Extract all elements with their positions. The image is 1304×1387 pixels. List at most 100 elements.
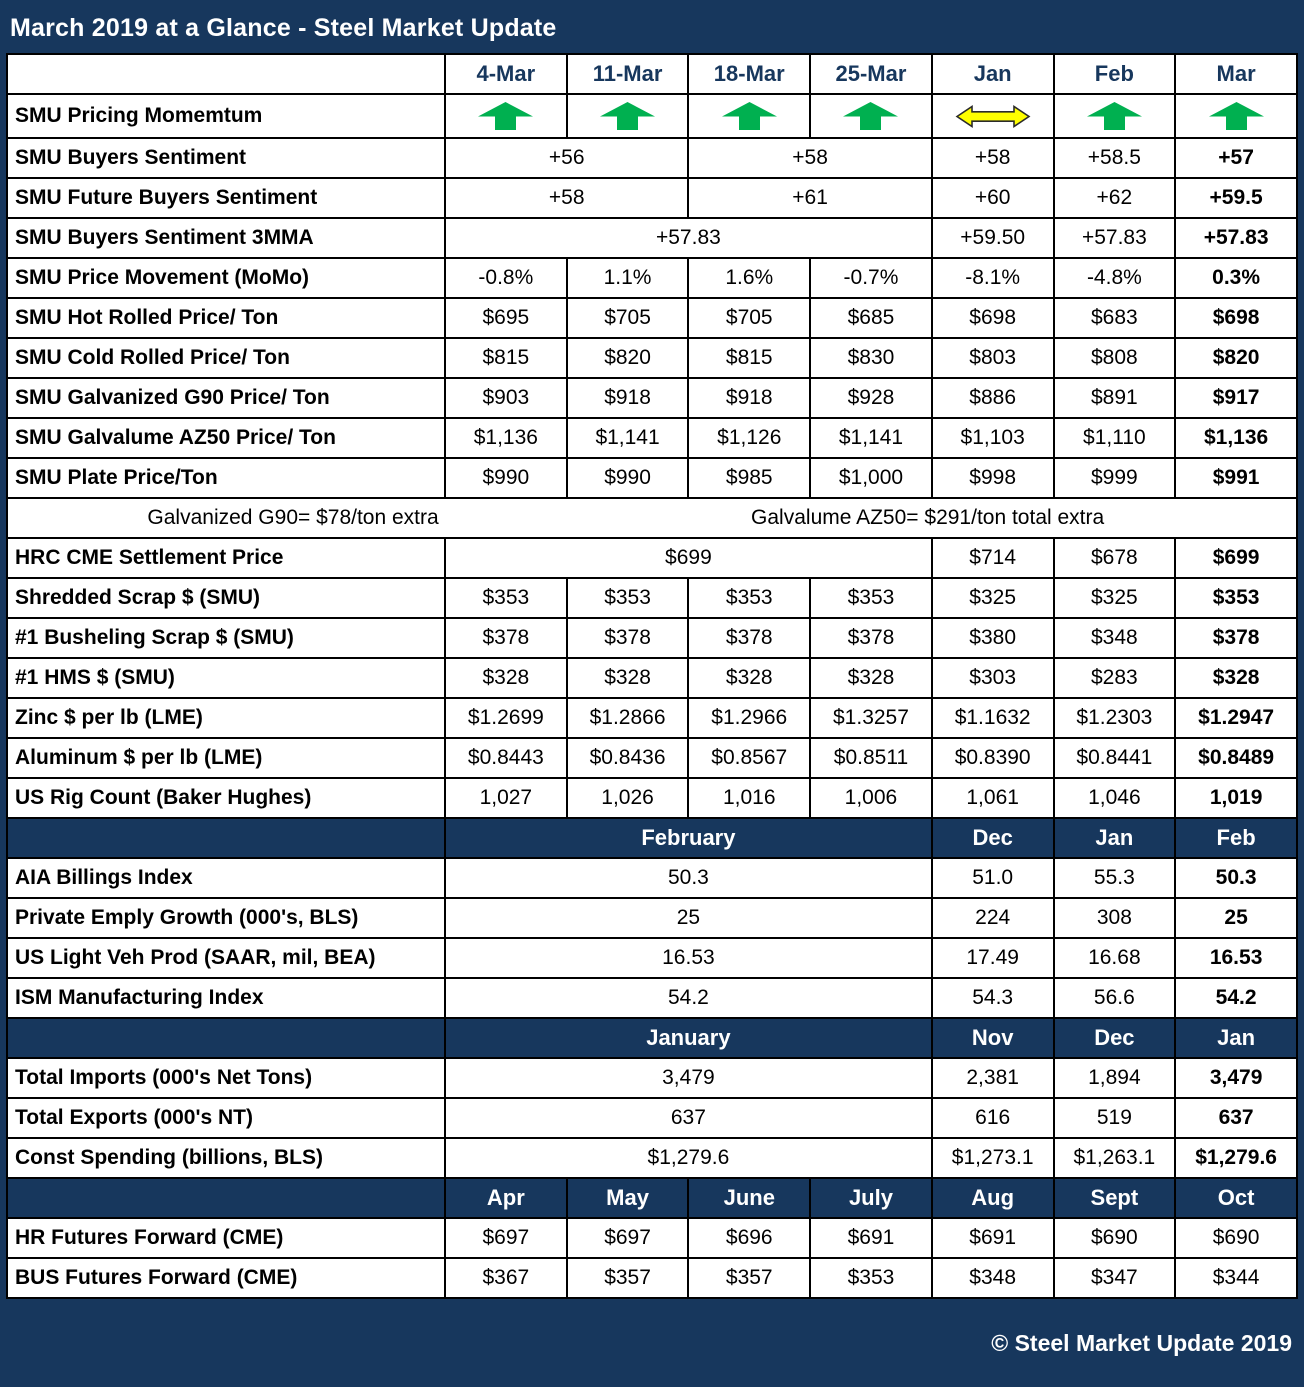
table-cell: $1,279.6 xyxy=(1174,1137,1298,1179)
subheader-cell: Feb xyxy=(1174,817,1298,859)
table-cell: 54.3 xyxy=(930,977,1055,1019)
table-cell: $990 xyxy=(444,457,568,499)
table-row: Private Emply Growth (000's, BLS) 25 224 30… xyxy=(6,897,1298,939)
table-cell: $1,126 xyxy=(687,417,812,459)
row-label: Const Spending (billions, BLS) xyxy=(6,1137,446,1179)
subheader-cell: Apr xyxy=(444,1177,568,1219)
table-cell: +60 xyxy=(930,177,1055,219)
table-cell: $998 xyxy=(930,457,1055,499)
table-cell: $886 xyxy=(930,377,1055,419)
column-header: 25-Mar xyxy=(809,53,933,95)
steel-market-table: 4-Mar 11-Mar 18-Mar 25-Mar Jan Feb Mar SMU Pric… xyxy=(6,53,1298,1299)
table-cell: $353 xyxy=(687,577,812,619)
subheader-cell: June xyxy=(687,1177,812,1219)
table-cell: +62 xyxy=(1052,177,1177,219)
table-row: #1 HMS $ (SMU) $328 $328 $328 $328 $303 $283 $3… xyxy=(6,657,1298,699)
subheader-cell: January xyxy=(444,1017,933,1059)
table-row: SMU Galvanized G90 Price/ Ton $903 $918 $91… xyxy=(6,377,1298,419)
table-cell: $678 xyxy=(1052,537,1177,579)
table-cell: $328 xyxy=(565,657,690,699)
row-label: SMU Galvalume AZ50 Price/ Ton xyxy=(6,417,446,459)
table-cell: 1.1% xyxy=(565,257,690,299)
table-cell: $1,279.6 xyxy=(444,1137,933,1179)
table-cell: $1.1632 xyxy=(930,697,1055,739)
table-cell: $691 xyxy=(930,1217,1055,1259)
table-row: Total Exports (000's NT) 637 616 519 637 xyxy=(6,1097,1298,1139)
row-label: US Rig Count (Baker Hughes) xyxy=(6,777,446,819)
table-cell: $0.8511 xyxy=(809,737,933,779)
table-cell: $685 xyxy=(809,297,933,339)
up-arrow-icon xyxy=(447,102,565,130)
table-cell: 17.49 xyxy=(930,937,1055,979)
table-cell: $378 xyxy=(444,617,568,659)
table-cell: 1,019 xyxy=(1174,777,1298,819)
table-cell: $690 xyxy=(1052,1217,1177,1259)
row-label: Private Emply Growth (000's, BLS) xyxy=(6,897,446,939)
table-cell: $325 xyxy=(930,577,1055,619)
table-cell: $918 xyxy=(687,377,812,419)
table-cell: $1.2966 xyxy=(687,697,812,739)
table-cell: $380 xyxy=(930,617,1055,659)
momentum-cell xyxy=(809,93,933,139)
table-cell: 1,006 xyxy=(809,777,933,819)
table-cell: $0.8390 xyxy=(930,737,1055,779)
table-cell: $378 xyxy=(809,617,933,659)
column-header: Mar xyxy=(1174,53,1298,95)
row-label: Shredded Scrap $ (SMU) xyxy=(6,577,446,619)
table-row: AIA Billings Index 50.3 51.0 55.3 50.3 xyxy=(6,857,1298,899)
table-cell: $918 xyxy=(565,377,690,419)
table-cell: $1.2866 xyxy=(565,697,690,739)
momentum-cell xyxy=(687,93,812,139)
table-cell: 50.3 xyxy=(1174,857,1298,899)
row-label: AIA Billings Index xyxy=(6,857,446,899)
table-cell: 637 xyxy=(1174,1097,1298,1139)
table-cell: 16.68 xyxy=(1052,937,1177,979)
table-cell: $325 xyxy=(1052,577,1177,619)
table-cell: $1,136 xyxy=(1174,417,1298,459)
table-cell: 1,046 xyxy=(1052,777,1177,819)
table-cell: 0.3% xyxy=(1174,257,1298,299)
table-cell: $999 xyxy=(1052,457,1177,499)
subheader-cell: May xyxy=(565,1177,690,1219)
subheader-cell: Dec xyxy=(1052,1017,1177,1059)
table-cell: $803 xyxy=(930,337,1055,379)
table-row: US Rig Count (Baker Hughes) 1,027 1,026 1,0… xyxy=(6,777,1298,819)
table-cell: $1,000 xyxy=(809,457,933,499)
table-cell: $367 xyxy=(444,1257,568,1299)
table-cell: 25 xyxy=(444,897,933,939)
row-label: Total Imports (000's Net Tons) xyxy=(6,1057,446,1099)
table-cell: 1,061 xyxy=(930,777,1055,819)
table-cell: $697 xyxy=(565,1217,690,1259)
table-cell: $808 xyxy=(1052,337,1177,379)
table-cell: $928 xyxy=(809,377,933,419)
table-cell: $348 xyxy=(1052,617,1177,659)
table-row: #1 Busheling Scrap $ (SMU) $378 $378 $378 $3… xyxy=(6,617,1298,659)
subheader-cell: February xyxy=(444,817,933,859)
table-cell: $0.8436 xyxy=(565,737,690,779)
row-label xyxy=(6,817,446,859)
table-cell: +56 xyxy=(443,137,690,179)
subheader-cell: Aug xyxy=(930,1177,1055,1219)
table-cell: $0.8567 xyxy=(687,737,812,779)
table-cell: 25 xyxy=(1174,897,1298,939)
row-label: BUS Futures Forward (CME) xyxy=(6,1257,446,1299)
table-cell: $714 xyxy=(930,537,1055,579)
table-cell: $0.8443 xyxy=(444,737,568,779)
momentum-cell xyxy=(565,93,690,139)
table-cell: $353 xyxy=(565,577,690,619)
table-row: SMU Cold Rolled Price/ Ton $815 $820 $815 $8… xyxy=(6,337,1298,379)
table-row: BUS Futures Forward (CME) $367 $357 $357 $35… xyxy=(6,1257,1298,1299)
table-cell: $830 xyxy=(809,337,933,379)
table-row: January Nov Dec Jan xyxy=(6,1017,1298,1059)
table-cell: 54.2 xyxy=(1174,977,1298,1019)
table-row: Total Imports (000's Net Tons) 3,479 2,381… xyxy=(6,1057,1298,1099)
column-header-row: 4-Mar 11-Mar 18-Mar 25-Mar Jan Feb Mar xyxy=(6,53,1298,95)
subheader-cell: Jan xyxy=(1052,817,1177,859)
up-arrow-icon xyxy=(569,102,687,130)
up-arrow-icon xyxy=(812,102,930,130)
table-cell: +59.5 xyxy=(1174,177,1298,219)
note-text: Galvanized G90= $78/ton extra xyxy=(147,506,439,529)
momentum-cell xyxy=(444,93,568,139)
column-header: Jan xyxy=(930,53,1055,95)
column-header: 4-Mar xyxy=(444,53,568,95)
